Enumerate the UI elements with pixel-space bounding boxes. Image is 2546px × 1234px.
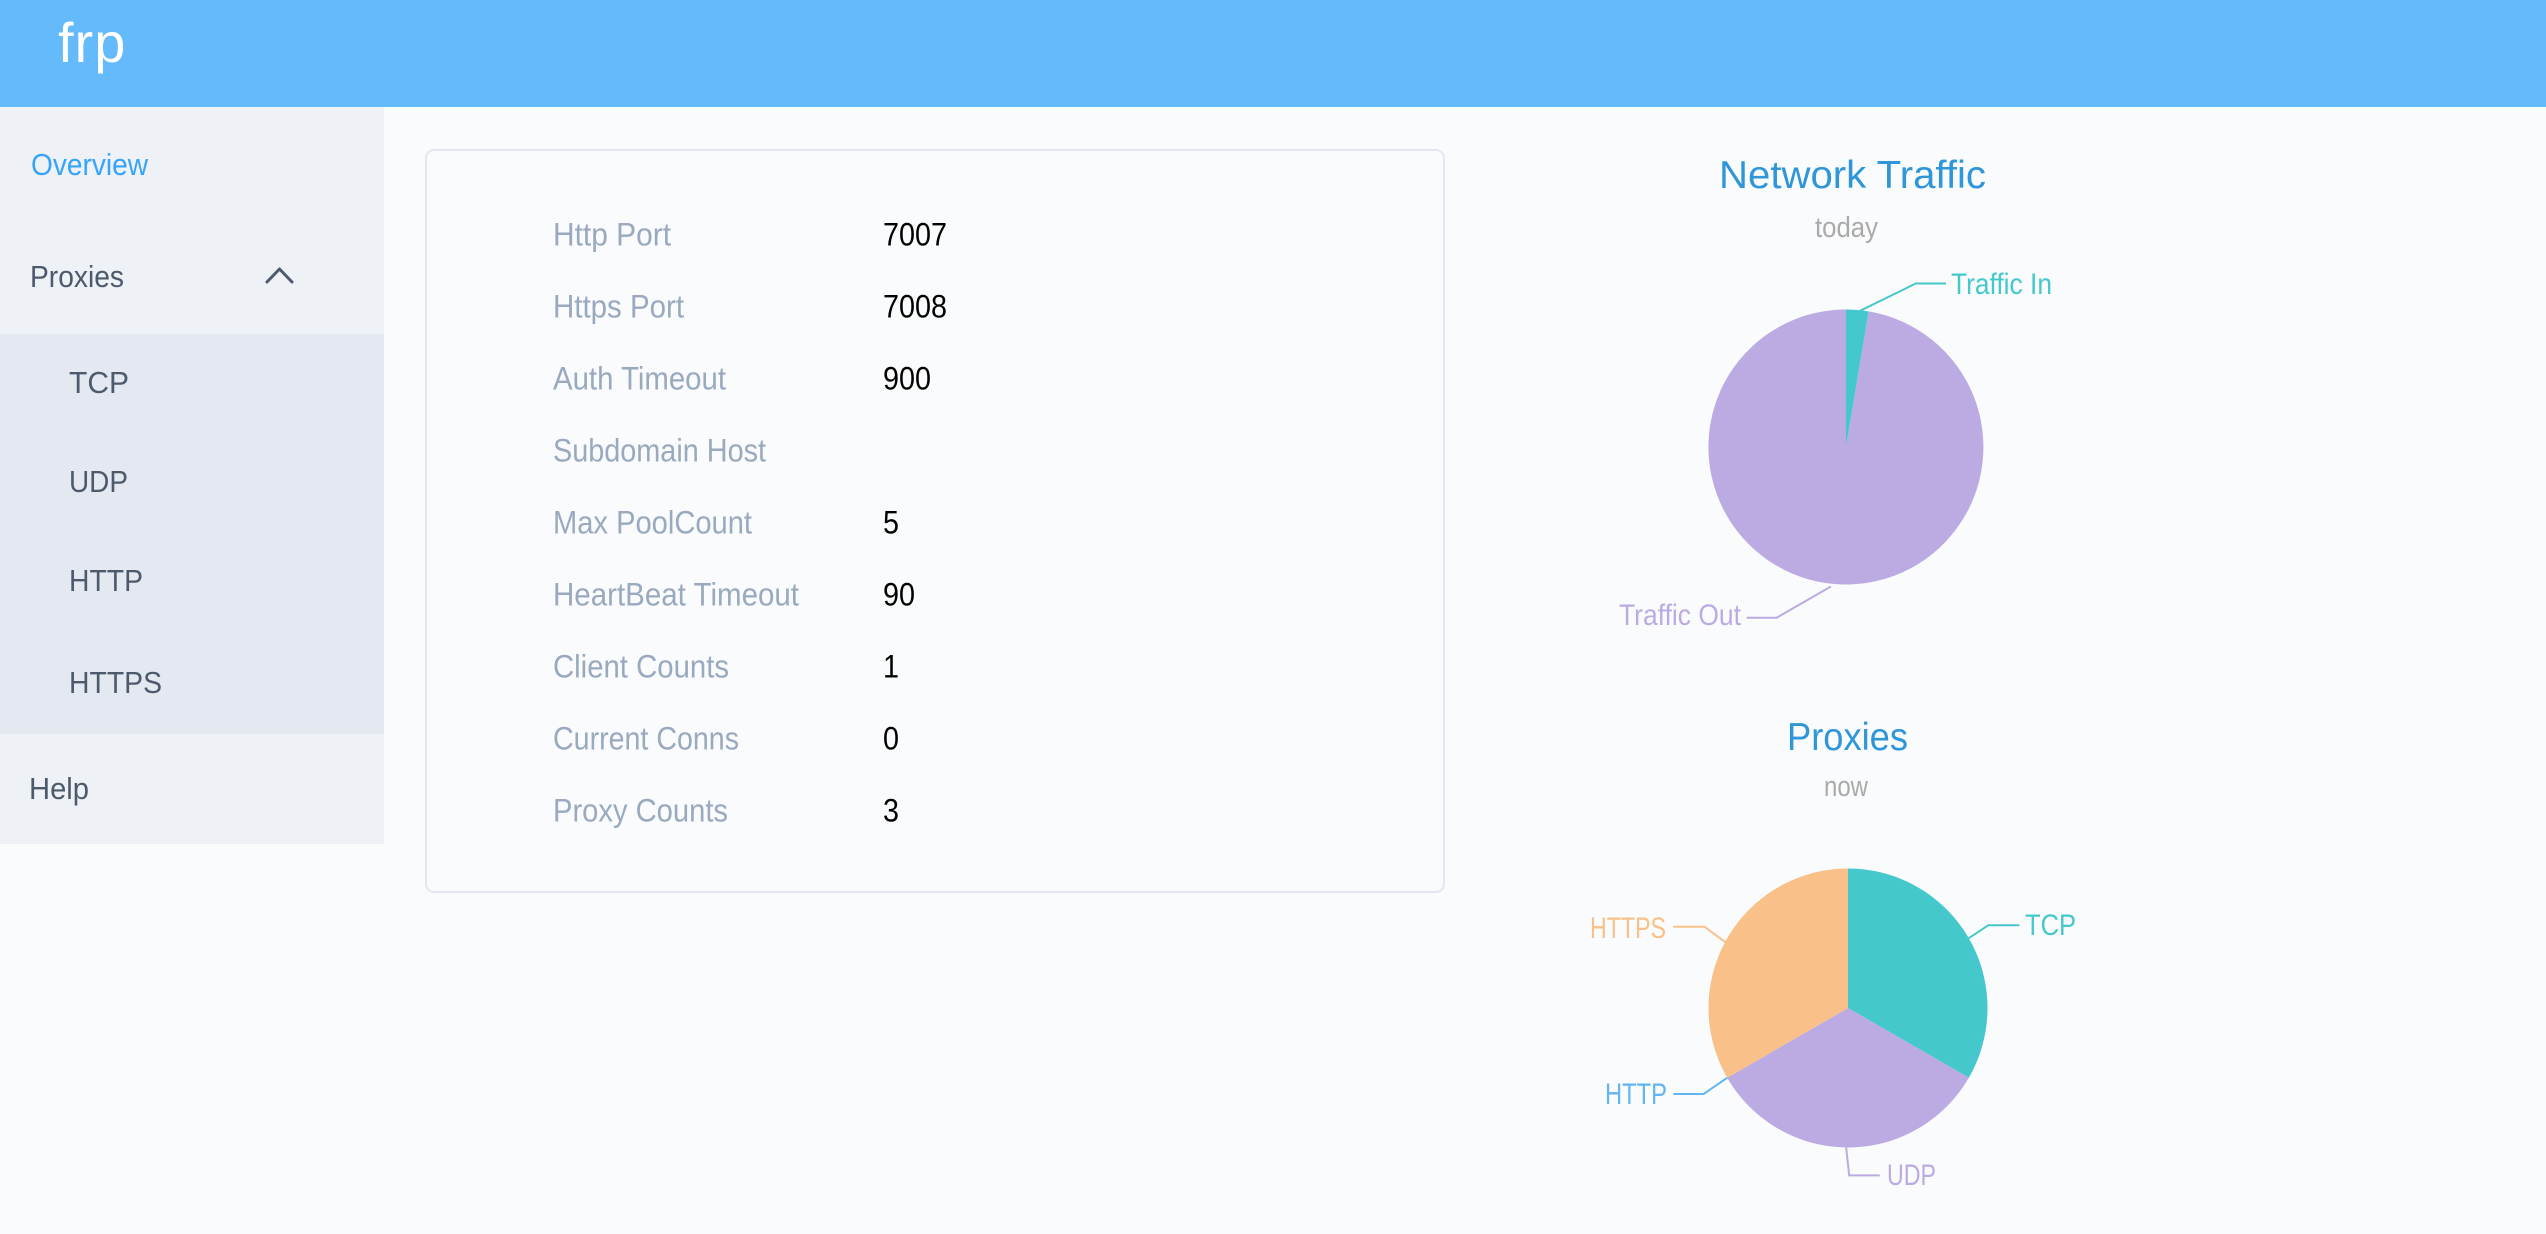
svg-text:Proxies: Proxies: [30, 259, 124, 294]
svg-text:Https Port: Https Port: [553, 289, 684, 325]
svg-text:0: 0: [883, 721, 899, 757]
svg-text:HTTPS: HTTPS: [1590, 912, 1666, 945]
svg-text:Network Traffic: Network Traffic: [1719, 154, 1986, 197]
svg-text:HTTP: HTTP: [69, 563, 143, 598]
svg-text:TCP: TCP: [2025, 909, 2076, 942]
svg-text:HeartBeat Timeout: HeartBeat Timeout: [553, 577, 799, 613]
svg-text:Max PoolCount: Max PoolCount: [553, 505, 752, 541]
svg-text:Subdomain Host: Subdomain Host: [553, 433, 766, 469]
svg-text:90: 90: [883, 577, 915, 613]
svg-text:today: today: [1815, 212, 1878, 244]
svg-text:900: 900: [883, 361, 931, 397]
svg-text:Current Conns: Current Conns: [553, 721, 739, 757]
svg-text:HTTP: HTTP: [1605, 1078, 1667, 1111]
svg-text:frp: frp: [58, 11, 126, 74]
svg-text:1: 1: [883, 649, 899, 685]
svg-text:UDP: UDP: [69, 464, 128, 499]
svg-text:now: now: [1824, 771, 1869, 803]
svg-text:Auth Timeout: Auth Timeout: [553, 361, 726, 397]
svg-text:Proxy Counts: Proxy Counts: [553, 793, 728, 829]
svg-text:UDP: UDP: [1887, 1159, 1936, 1192]
svg-text:5: 5: [883, 505, 899, 541]
svg-text:Traffic In: Traffic In: [1951, 268, 2052, 301]
svg-text:Traffic Out: Traffic Out: [1619, 599, 1742, 632]
svg-text:Client Counts: Client Counts: [553, 649, 729, 685]
svg-text:TCP: TCP: [69, 365, 129, 400]
svg-text:3: 3: [883, 793, 899, 829]
svg-text:7008: 7008: [883, 289, 947, 325]
svg-text:HTTPS: HTTPS: [69, 665, 162, 700]
svg-text:Proxies: Proxies: [1787, 716, 1908, 759]
svg-text:Overview: Overview: [31, 147, 149, 182]
svg-text:7007: 7007: [883, 217, 947, 253]
svg-text:Http Port: Http Port: [553, 217, 671, 253]
svg-text:Help: Help: [29, 771, 89, 806]
